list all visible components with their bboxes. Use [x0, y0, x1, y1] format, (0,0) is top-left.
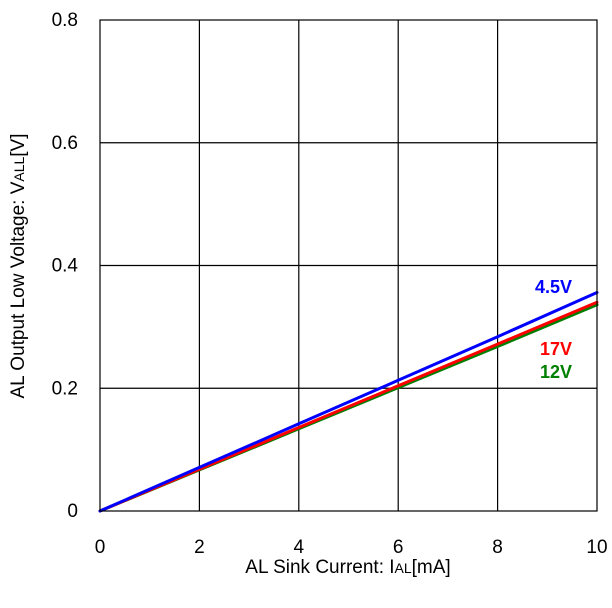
y-axis-label-suffix: [V] [8, 133, 29, 156]
x-axis-label-main: AL Sink Current: I [245, 557, 394, 578]
x-tick-label: 6 [393, 537, 404, 558]
x-tick-label: 4 [294, 537, 305, 558]
x-axis-label-suffix: [mA] [412, 557, 451, 578]
y-tick-label: 0.2 [52, 378, 78, 399]
y-tick-label: 0.6 [52, 133, 78, 154]
x-tick-label: 10 [586, 537, 607, 558]
x-tick-label: 8 [492, 537, 503, 558]
grid [100, 20, 597, 511]
series-label-12v: 12V [540, 362, 572, 382]
y-tick-label: 0 [67, 501, 78, 522]
series-line-4-5v [98, 291, 599, 513]
y-axis-label: AL Output Low Voltage: VALL[V] [8, 133, 29, 398]
plot-frame [99, 19, 598, 512]
y-axis-label-sub: ALL [11, 157, 27, 182]
x-tick-label: 2 [194, 537, 205, 558]
y-tick-label: 0.8 [52, 10, 78, 31]
x-tick-label: 0 [95, 537, 106, 558]
series-label-4-5v: 4.5V [535, 277, 572, 297]
series-lines [98, 291, 599, 513]
series-labels: 4.5V 17V 12V [535, 277, 572, 382]
x-axis-label-sub: AL [395, 560, 412, 576]
series-label-17v: 17V [540, 339, 572, 359]
y-tick-label: 0.4 [52, 256, 79, 277]
x-axis-label: AL Sink Current: IAL[mA] [245, 557, 450, 578]
y-axis-label-main: AL Output Low Voltage: V [8, 181, 29, 398]
tick-labels: 0 2 4 6 8 10 0 0.2 0.4 0.6 0.8 [52, 10, 608, 558]
